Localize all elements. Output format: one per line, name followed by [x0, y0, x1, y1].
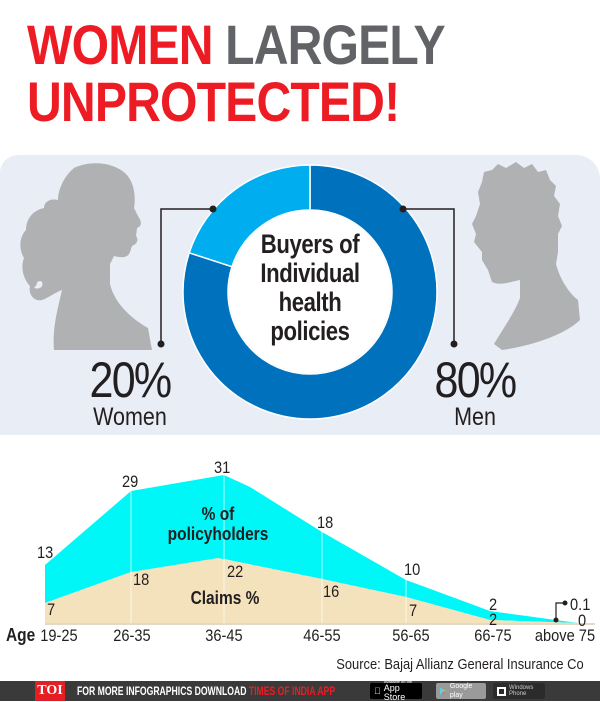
windows-icon: [497, 686, 506, 696]
app-store-badge[interactable]:  Available on the App Store: [370, 680, 422, 702]
policyholders-area: [45, 475, 578, 623]
claims-value: 7: [409, 601, 418, 620]
men-percent: 80%: [434, 352, 518, 408]
toi-logo[interactable]: TOI: [35, 681, 65, 701]
google-play-badge[interactable]: Google play: [436, 683, 486, 699]
footer-promo-text: FOR MORE INFOGRAPHICS DOWNLOAD TIMES OF …: [77, 684, 335, 698]
claims-series-label: Claims %: [190, 588, 260, 608]
policyholders-value: 18: [317, 513, 334, 532]
axis-tick-label: 46-55: [303, 626, 341, 645]
claims-area: [45, 558, 578, 623]
policyholders-value: 29: [122, 472, 139, 491]
axis-tick-label: 36-45: [205, 626, 243, 645]
apple-icon: : [374, 686, 381, 696]
donut-chart: [182, 164, 438, 420]
claims-value: 18: [133, 570, 150, 589]
headline: WOMEN LARGELY UNPROTECTED!: [27, 13, 446, 133]
app-store-small: Available on the: [377, 680, 412, 689]
women-percent: 20%: [89, 352, 173, 408]
series-label-line: % of: [201, 504, 235, 524]
policyholders-value: 10: [404, 560, 421, 579]
claims-value: 7: [47, 600, 56, 619]
claims-value: 22: [227, 562, 244, 581]
claims-value: 0: [578, 611, 587, 630]
men-label: Men: [454, 403, 496, 431]
donut-label-line: health: [278, 287, 342, 317]
axis-tick-label: 26-35: [113, 626, 151, 645]
donut-center-label: Buyers of Individual health policies: [244, 230, 375, 346]
windows-phone-badge[interactable]: Windows Phone: [493, 683, 545, 699]
axis-title: Age: [6, 625, 36, 645]
app-store-big: App Store: [377, 684, 418, 702]
footer-promo-white: FOR MORE INFOGRAPHICS DOWNLOAD: [77, 684, 249, 698]
google-play-label: Google play: [449, 683, 473, 699]
axis-tick-label: 66-75: [474, 626, 512, 645]
policyholders-value: 13: [37, 543, 54, 562]
headline-unprotected: UNPROTECTED!: [27, 70, 400, 133]
claims-value: 16: [323, 582, 340, 601]
policyholders-value: 31: [214, 458, 231, 477]
windows-label-2: Phone: [509, 691, 527, 697]
donut-label-line: Buyers of: [260, 229, 360, 259]
policyholders-value: 2: [489, 595, 498, 614]
source-credit: Source: Bajaj Allianz General Insurance …: [336, 656, 584, 673]
leader-lines: [157, 205, 458, 348]
axis-tick-label: 56-65: [392, 626, 430, 645]
footer-promo-app[interactable]: TIMES OF INDIA APP: [248, 684, 336, 698]
claims-value: 2: [489, 610, 498, 629]
policyholders-value: 0.1: [570, 595, 591, 614]
donut-label-line: policies: [270, 316, 350, 346]
axis-tick-label: above 75: [534, 626, 596, 645]
windows-label-1: Windows: [509, 685, 534, 691]
headline-largely: LARGELY: [225, 13, 446, 76]
series-label-line: policyholders: [167, 524, 269, 544]
donut-label-line: Individual: [260, 258, 360, 288]
area-chart: [45, 475, 595, 625]
women-label: Women: [93, 403, 167, 431]
axis-tick-label: 19-25: [40, 626, 78, 645]
man-silhouette-icon: [472, 162, 580, 350]
policyholders-series-label: % of policyholders: [149, 504, 287, 544]
donut-segment-men[interactable]: [182, 164, 438, 420]
headline-women: WOMEN: [27, 13, 213, 76]
google-play-icon: [440, 687, 447, 695]
woman-silhouette-icon: [20, 163, 152, 350]
